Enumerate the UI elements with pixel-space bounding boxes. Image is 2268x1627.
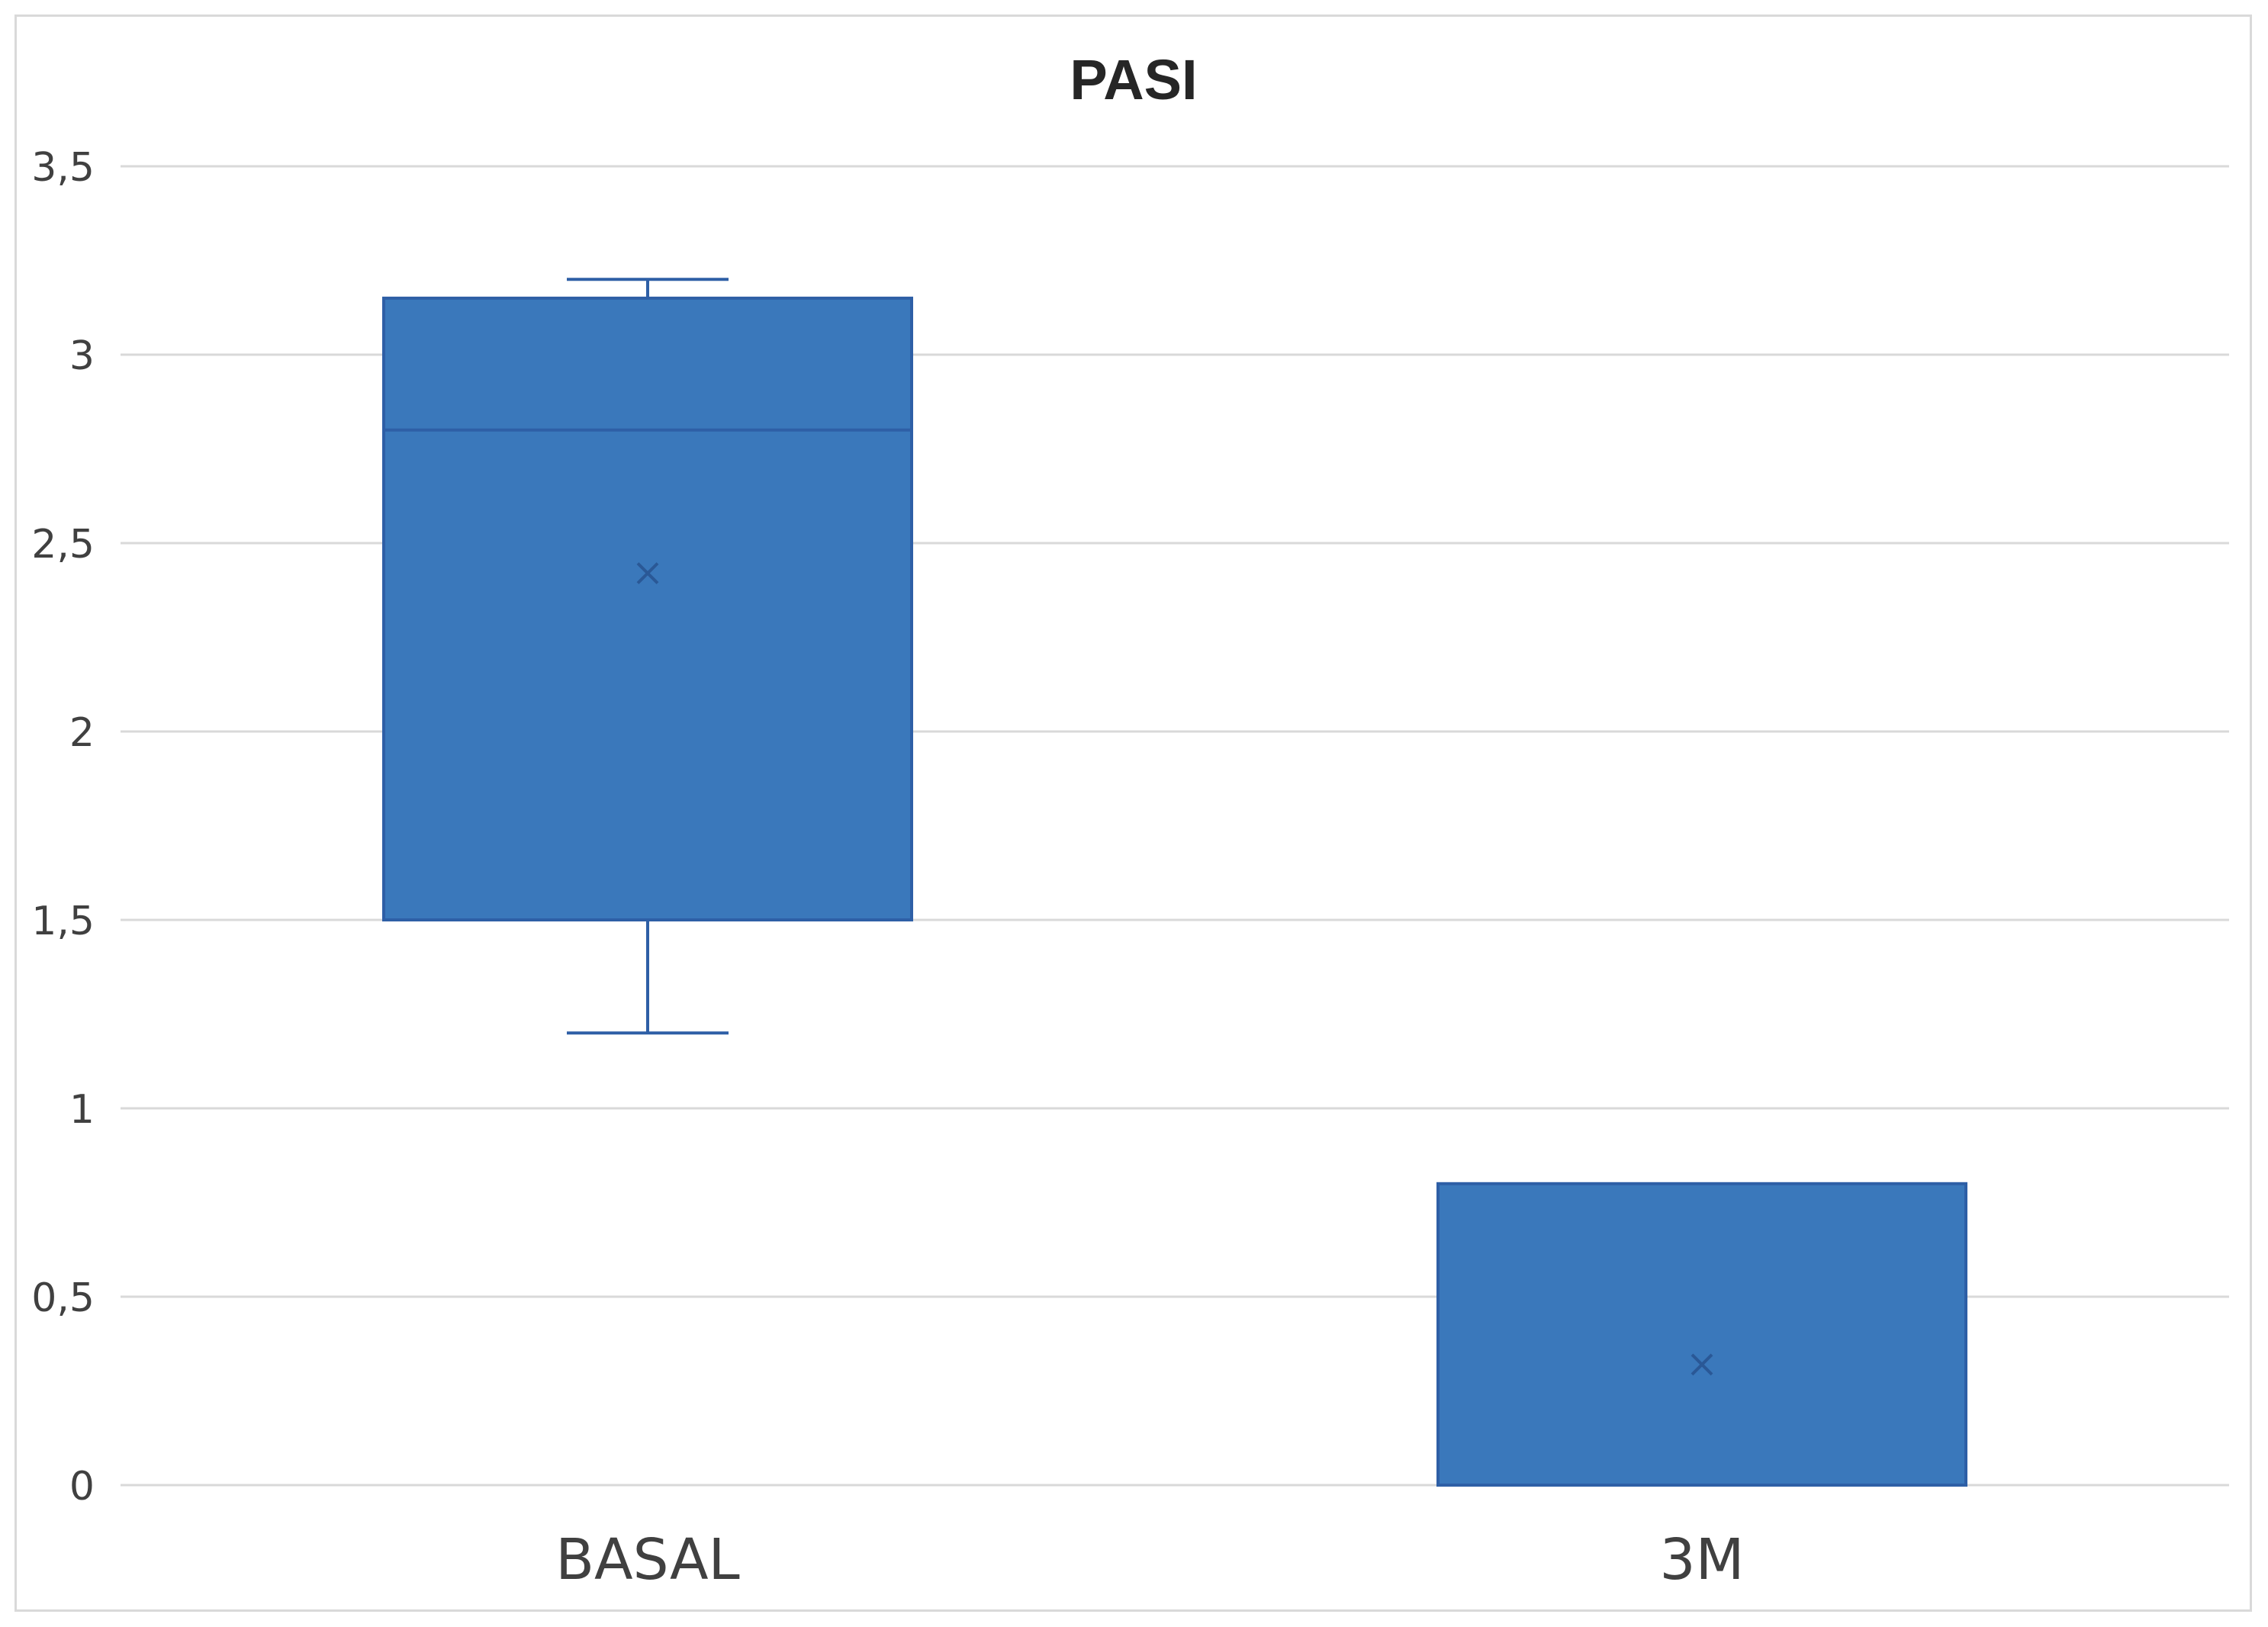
y-tick-label: 1,5	[31, 899, 95, 944]
x-axis-tick-labels: BASAL 3M	[555, 1527, 1744, 1593]
box-body	[382, 296, 913, 921]
box-body	[1436, 1182, 1967, 1487]
y-tick-label: 0	[69, 1464, 95, 1510]
y-tick-label: 3	[69, 333, 95, 379]
y-axis-tick-labels: 0 0,5 1 1,5 2 2,5 3 3,5	[31, 145, 95, 1510]
x-tick-label: 3M	[1660, 1527, 1745, 1593]
y-tick-label: 2,5	[31, 522, 95, 568]
x-tick-label: BASAL	[555, 1527, 740, 1593]
mean-marker	[636, 562, 659, 584]
chart-title: PASI	[1070, 48, 1197, 111]
box-3m	[1436, 1182, 1967, 1487]
mean-marker	[1691, 1353, 1713, 1376]
y-tick-label: 3,5	[31, 145, 95, 191]
box-basal	[382, 278, 913, 1035]
y-tick-label: 2	[69, 710, 95, 756]
y-tick-label: 1	[69, 1087, 95, 1133]
y-tick-label: 0,5	[31, 1275, 95, 1321]
boxes	[382, 278, 1967, 1487]
